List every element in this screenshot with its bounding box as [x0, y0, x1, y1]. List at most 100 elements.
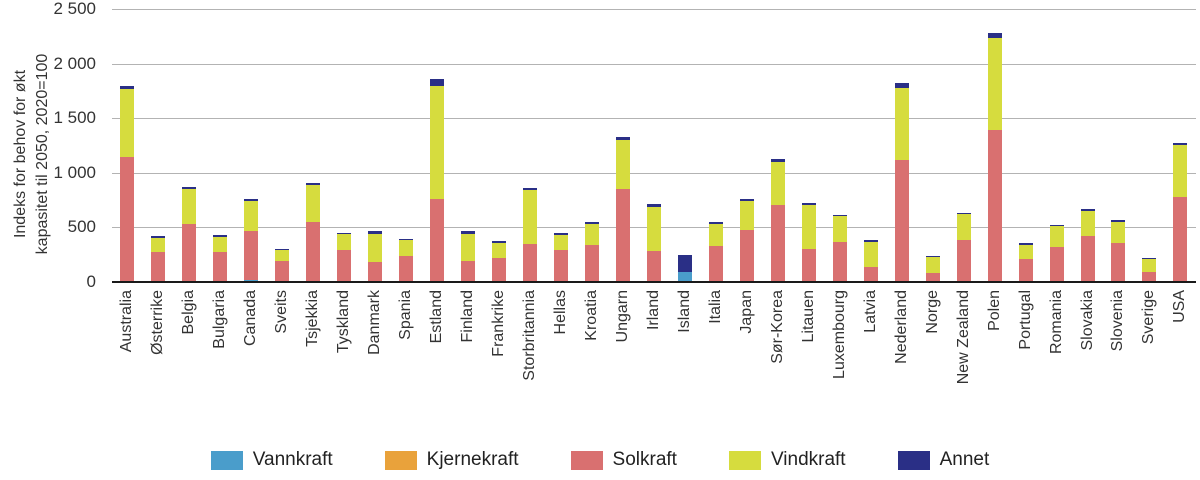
- x-tick-label: Latvia: [861, 290, 879, 333]
- bar-segment-solkraft: [492, 257, 507, 283]
- bar: [1049, 10, 1064, 283]
- x-tick-label: Belgia: [180, 290, 198, 335]
- bar-segment-vindkraft: [925, 256, 940, 273]
- x-label-column: Tsjekkia: [298, 290, 329, 442]
- x-tick-label: Ungarn: [613, 290, 631, 343]
- bar-column: [143, 10, 174, 283]
- legend-swatch: [384, 450, 417, 470]
- bar-segment-annet: [1111, 220, 1126, 222]
- bar-column: [484, 10, 515, 283]
- bar-segment-annet: [585, 222, 600, 225]
- x-tick-label: Kroatia: [583, 290, 601, 341]
- bar: [863, 10, 878, 283]
- bar-segment-annet: [275, 248, 290, 251]
- bar-column: [1010, 10, 1041, 283]
- bar-segment-solkraft: [306, 221, 321, 283]
- legend-item-vindkraft: Vindkraft: [728, 449, 846, 471]
- bar-segment-solkraft: [430, 198, 445, 283]
- bar-segment-annet: [708, 222, 723, 225]
- bar-segment-annet: [1049, 224, 1064, 227]
- bar: [182, 10, 197, 283]
- x-label-column: Slovakia: [1072, 290, 1103, 442]
- bar: [1018, 10, 1033, 283]
- bar-segment-vindkraft: [151, 238, 166, 253]
- bar-column: [422, 10, 453, 283]
- bar-column: [1041, 10, 1072, 283]
- legend: Vannkraft Kjernekraft Solkraft Vindkraft Ann…: [0, 445, 1200, 475]
- bar: [739, 10, 754, 283]
- x-label-column: Estland: [422, 290, 453, 442]
- bar-segment-vindkraft: [182, 189, 197, 225]
- bar-segment-annet: [554, 233, 569, 235]
- bar-segment-solkraft: [461, 261, 476, 283]
- bar-segment-solkraft: [770, 205, 785, 283]
- bar-column: [267, 10, 298, 283]
- x-tick-label: Nederland: [892, 290, 910, 364]
- bar-column: [112, 10, 143, 283]
- bar-segment-annet: [894, 82, 909, 88]
- bar-segment-vindkraft: [213, 237, 228, 253]
- bar: [1173, 10, 1188, 283]
- bar-column: [1134, 10, 1165, 283]
- bar-segment-vindkraft: [894, 87, 909, 160]
- x-tick-label: Canada: [242, 290, 260, 347]
- bar: [430, 10, 445, 283]
- y-axis: 0 500 1 000 1 500 2 000 2 500: [0, 0, 104, 291]
- x-label-column: Bulgaria: [205, 290, 236, 442]
- bar-segment-solkraft: [213, 252, 228, 283]
- bar-column: [453, 10, 484, 283]
- gridline: [112, 63, 1196, 65]
- bar-segment-annet: [832, 215, 847, 217]
- y-tick-label: 2 500: [53, 0, 96, 18]
- bar-segment-annet: [244, 198, 259, 202]
- x-tick-label: Finland: [459, 290, 477, 343]
- x-label-column: Norge: [917, 290, 948, 442]
- x-label-column: Sveits: [267, 290, 298, 442]
- legend-swatch: [897, 450, 930, 470]
- bar-column: [360, 10, 391, 283]
- bars: [112, 10, 1196, 283]
- bar-segment-vindkraft: [306, 184, 321, 222]
- bar-column: [700, 10, 731, 283]
- x-tick-label: Polen: [985, 290, 1003, 331]
- y-tick-label: 1 000: [53, 162, 96, 182]
- bar: [554, 10, 569, 283]
- bar-column: [1072, 10, 1103, 283]
- bar: [708, 10, 723, 283]
- x-tick-label: Slovenia: [1109, 290, 1127, 352]
- bar: [615, 10, 630, 283]
- x-tick-label: Sveits: [273, 290, 291, 334]
- legend-swatch: [728, 450, 761, 470]
- bar-segment-solkraft: [739, 229, 754, 283]
- bar-segment-annet: [1080, 208, 1095, 211]
- x-tick-label: Australia: [118, 290, 136, 353]
- bar-segment-solkraft: [368, 262, 383, 283]
- x-label-column: Tyskland: [329, 290, 360, 442]
- bar-column: [793, 10, 824, 283]
- x-tick-label: Portugal: [1016, 290, 1034, 350]
- bar-segment-solkraft: [244, 230, 259, 280]
- x-label-column: Litauen: [793, 290, 824, 442]
- bar-segment-solkraft: [1080, 236, 1095, 283]
- bar-segment-annet: [523, 188, 538, 191]
- bar: [399, 10, 414, 283]
- x-tick-label: Tyskland: [335, 290, 353, 354]
- bar-segment-vindkraft: [863, 241, 878, 267]
- bar-segment-solkraft: [987, 130, 1002, 283]
- bar-segment-vindkraft: [615, 139, 630, 190]
- bar-segment-annet: [987, 32, 1002, 39]
- bar: [956, 10, 971, 283]
- bar-column: [205, 10, 236, 283]
- bar: [987, 10, 1002, 283]
- x-label-column: Latvia: [855, 290, 886, 442]
- x-tick-label: Island: [675, 290, 693, 333]
- x-label-column: Japan: [731, 290, 762, 442]
- bar-segment-vindkraft: [739, 201, 754, 230]
- legend-label: Annet: [939, 449, 990, 470]
- bar-segment-vindkraft: [461, 233, 476, 262]
- x-tick-label: Hellas: [552, 290, 570, 335]
- legend-label: Vindkraft: [770, 449, 846, 470]
- x-label-column: Danmark: [360, 290, 391, 442]
- bar-column: [917, 10, 948, 283]
